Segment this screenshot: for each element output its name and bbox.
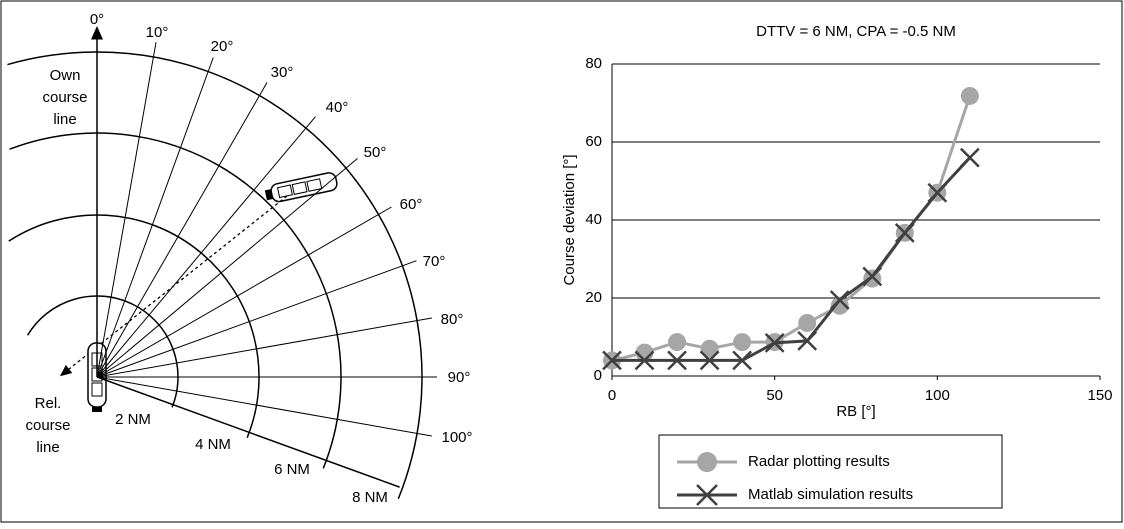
y-axis-label: Course deviation [°] [561,154,578,285]
data-point [863,270,881,288]
x-axis-label: RB [°] [836,403,875,420]
bearing-label: 10° [146,24,169,41]
bearing-label: 0° [90,11,104,28]
x-tick-label: 100 [925,387,950,404]
own-course-label: course [42,89,87,106]
rel-course-label: line [36,439,59,456]
legend-label: Matlab simulation results [748,486,913,503]
figure: 0° 10° 20° 30° 40° 50° 60° 70° 80° 90° 100° 2 NM 4 N… [0,0,1124,524]
bearing-label: 40° [326,99,349,116]
y-tick-label: 0 [594,367,602,384]
bearing-label: 30° [271,64,294,81]
bearing-label: 100° [441,429,472,446]
bearing-label: 70° [423,253,446,270]
data-point [733,333,751,351]
rel-course-label: Rel. [35,395,62,412]
bearing-label: 50° [364,144,387,161]
bearing-label: 90° [448,369,471,386]
y-tick-label: 40 [585,211,602,228]
range-label: 2 NM [115,411,151,428]
data-point [961,87,979,105]
x-tick-label: 0 [608,387,616,404]
range-label: 6 NM [274,461,310,478]
rel-course-label: course [25,417,70,434]
y-tick-label: 80 [585,55,602,72]
y-tick-label: 20 [585,289,602,306]
bearing-label: 80° [441,311,464,328]
own-course-label: line [53,111,76,128]
bearing-label: 60° [400,196,423,213]
bearing-label: 20° [211,38,234,55]
range-label: 4 NM [195,436,231,453]
data-point [668,333,686,351]
chart-title: DTTV = 6 NM, CPA = -0.5 NM [756,23,956,40]
x-tick-label: 50 [766,387,783,404]
x-tick-label: 150 [1087,387,1112,404]
own-course-label: Own [50,67,81,84]
y-tick-label: 60 [585,133,602,150]
range-label: 8 NM [352,489,388,506]
legend-label: Radar plotting results [748,453,890,470]
legend-marker [697,452,717,472]
data-point [798,314,816,332]
